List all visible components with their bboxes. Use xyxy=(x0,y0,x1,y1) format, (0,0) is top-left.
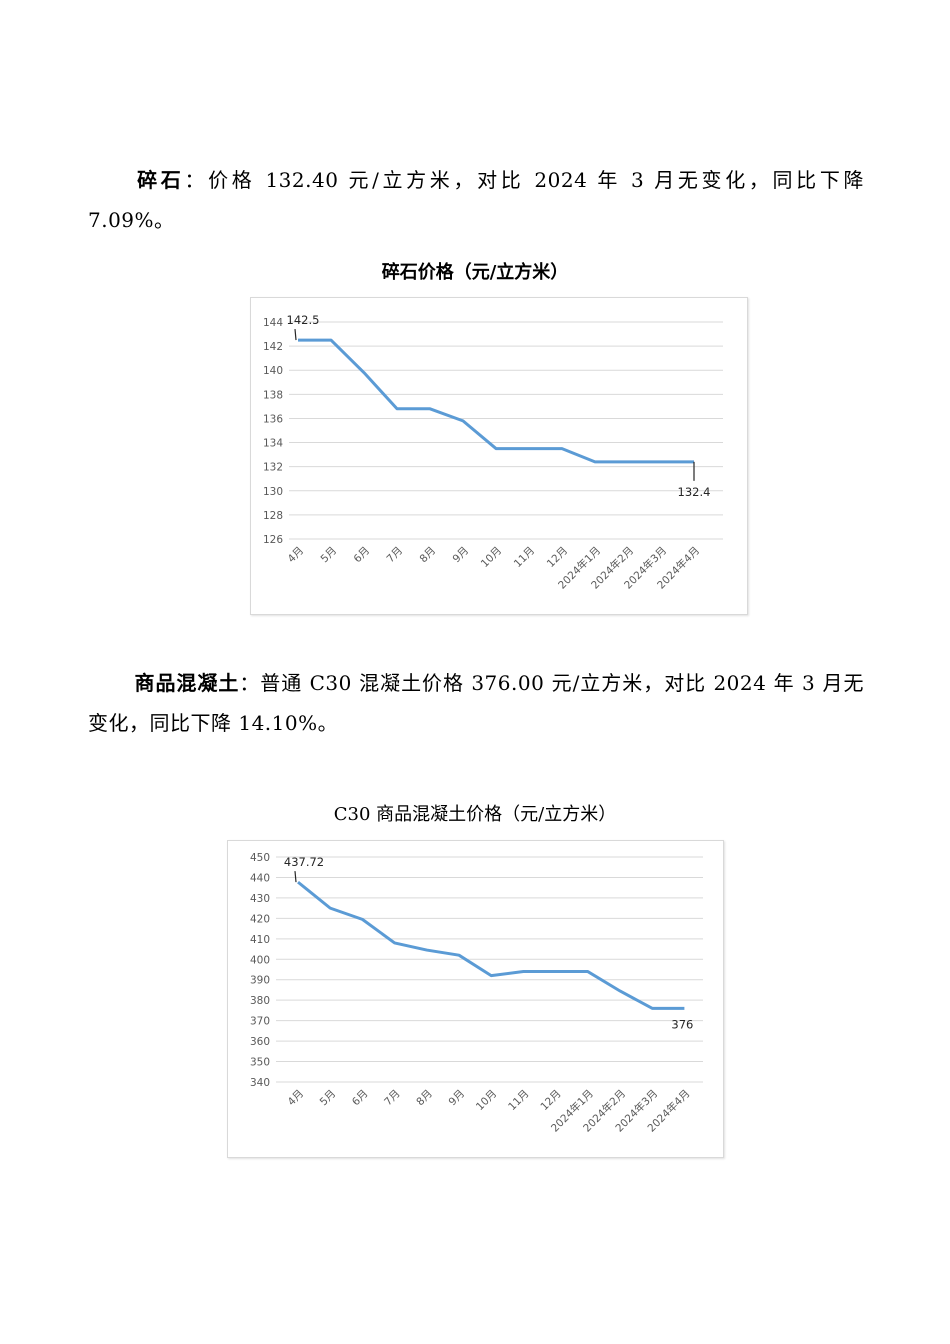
y-tick-label: 142 xyxy=(263,341,283,353)
concrete-price-chart: 340 350 360 370 380 390 400 410 420 430 440 450 4月 5月… xyxy=(227,840,724,1158)
y-tick-label: 390 xyxy=(250,975,270,987)
y-tick-label: 340 xyxy=(250,1077,270,1089)
x-tick-label: 7月 xyxy=(384,545,405,566)
concrete-text: ：普通 C30 混凝土价格 376.00 元/立方米，对比 2024 年 3 月… xyxy=(88,671,865,735)
data-label-leader xyxy=(294,871,297,883)
y-tick-label: 138 xyxy=(263,389,283,401)
x-tick-label: 11月 xyxy=(512,545,537,570)
gravel-label: 碎石 xyxy=(134,168,185,192)
series-line xyxy=(297,880,685,1010)
data-label: 142.5 xyxy=(287,313,320,327)
y-tick-label: 450 xyxy=(250,852,270,864)
data-label: 132.4 xyxy=(678,485,711,499)
x-tick-label: 5月 xyxy=(318,1088,339,1109)
gravel-price-chart: 126 128 130 132 134 136 138 140 142 144 4月 5月 6月 7月 8月… xyxy=(250,297,748,615)
x-tick-label: 10月 xyxy=(479,545,504,570)
y-tick-label: 360 xyxy=(250,1036,270,1048)
y-tick-label: 400 xyxy=(250,954,270,966)
concrete-price-chart-svg: 340 350 360 370 380 390 400 410 420 430 440 450 4月 5月… xyxy=(250,852,703,1135)
y-tick-label: 140 xyxy=(263,365,283,377)
data-label: 437.72 xyxy=(284,855,324,869)
gravel-paragraph: 碎石：价格 132.40 元/立方米，对比 2024 年 3 月无变化，同比下降… xyxy=(88,160,864,240)
x-tick-label: 6月 xyxy=(351,545,372,566)
y-tick-label: 126 xyxy=(263,534,283,546)
x-tick-label: 7月 xyxy=(382,1088,403,1109)
y-tick-label: 134 xyxy=(263,438,283,450)
y-tick-label: 420 xyxy=(250,913,270,925)
concrete-label: 商品混凝土 xyxy=(134,671,240,695)
x-tick-label: 8月 xyxy=(417,545,438,566)
y-tick-label: 130 xyxy=(263,486,283,498)
x-tick-label: 12月 xyxy=(538,1088,563,1113)
data-label: 376 xyxy=(671,1017,693,1031)
x-tick-label: 8月 xyxy=(414,1088,435,1109)
y-tick-label: 350 xyxy=(250,1057,270,1069)
x-tick-label: 10月 xyxy=(474,1088,499,1113)
y-tick-label: 136 xyxy=(263,413,283,425)
x-tick-label: 4月 xyxy=(285,545,306,566)
x-tick-label: 6月 xyxy=(350,1088,371,1109)
concrete-chart-title: C30 商品混凝土价格（元/立方米） xyxy=(333,804,617,825)
x-tick-label: 4月 xyxy=(285,1088,306,1109)
y-tick-label: 440 xyxy=(250,872,270,884)
data-label-leader xyxy=(294,329,297,341)
x-tick-label: 9月 xyxy=(446,1088,467,1109)
gravel-chart-title: 碎石价格（元/立方米） xyxy=(381,262,569,283)
y-tick-label: 430 xyxy=(250,893,270,905)
x-tick-label: 9月 xyxy=(450,545,471,566)
series-line xyxy=(298,338,694,464)
concrete-paragraph: 商品混凝土：普通 C30 混凝土价格 376.00 元/立方米，对比 2024 … xyxy=(88,663,864,743)
x-tick-label: 11月 xyxy=(506,1088,531,1113)
y-tick-label: 370 xyxy=(250,1016,270,1028)
y-tick-label: 380 xyxy=(250,995,270,1007)
y-tick-label: 128 xyxy=(263,510,283,522)
x-tick-label: 12月 xyxy=(545,545,570,570)
gravel-text: ：价格 132.40 元/立方米，对比 2024 年 3 月无变化，同比下降 7… xyxy=(88,168,864,232)
y-tick-label: 144 xyxy=(263,317,283,329)
y-tick-label: 132 xyxy=(263,462,283,474)
x-tick-label: 5月 xyxy=(318,545,339,566)
gravel-price-chart-svg: 126 128 130 132 134 136 138 140 142 144 4月 5月 6月 7月 8月… xyxy=(263,313,723,592)
y-tick-label: 410 xyxy=(250,934,270,946)
